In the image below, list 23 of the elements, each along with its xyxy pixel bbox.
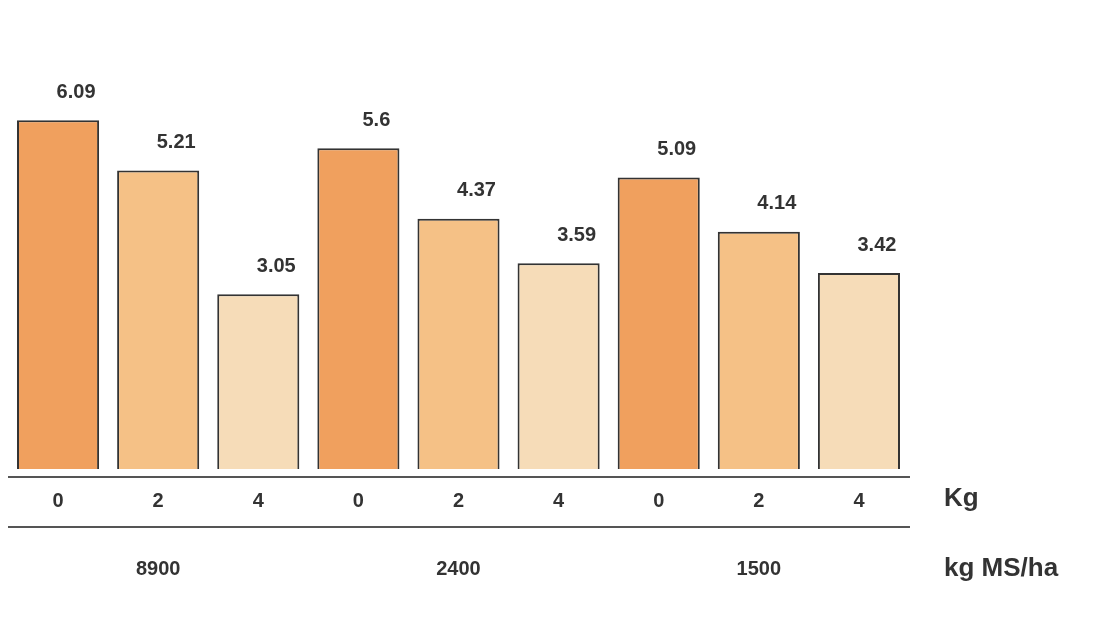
- data-label: 6.09: [56, 79, 96, 102]
- data-label: 5.21: [156, 130, 196, 153]
- text: 8900: [135, 556, 181, 579]
- data-label: 5.09: [657, 136, 697, 159]
- x-tick-label: 2: [753, 488, 765, 511]
- data-label: 4.37: [457, 178, 496, 201]
- data-label: 3.42: [857, 232, 897, 255]
- x-tick-label: 2: [452, 488, 465, 511]
- text: kg MS/ha: [944, 552, 1059, 583]
- x-tick-label: 0: [352, 488, 364, 511]
- x-tick-label: 2: [152, 488, 164, 511]
- x-tick-label: 4: [853, 488, 866, 511]
- x-axis-title: Kg: [944, 482, 979, 513]
- data-label: 3.05: [256, 253, 296, 276]
- text: 1500: [736, 556, 782, 579]
- x-tick-label: 4: [252, 488, 265, 511]
- x-tick-label: 0: [653, 488, 665, 511]
- text: 2400: [436, 556, 481, 579]
- data-label: 4.14: [757, 191, 798, 214]
- x-tick-label: 0: [52, 488, 64, 511]
- data-label: 5.6: [362, 107, 391, 130]
- data-label: 3.59: [557, 222, 597, 245]
- x-tick-label: 4: [553, 488, 566, 511]
